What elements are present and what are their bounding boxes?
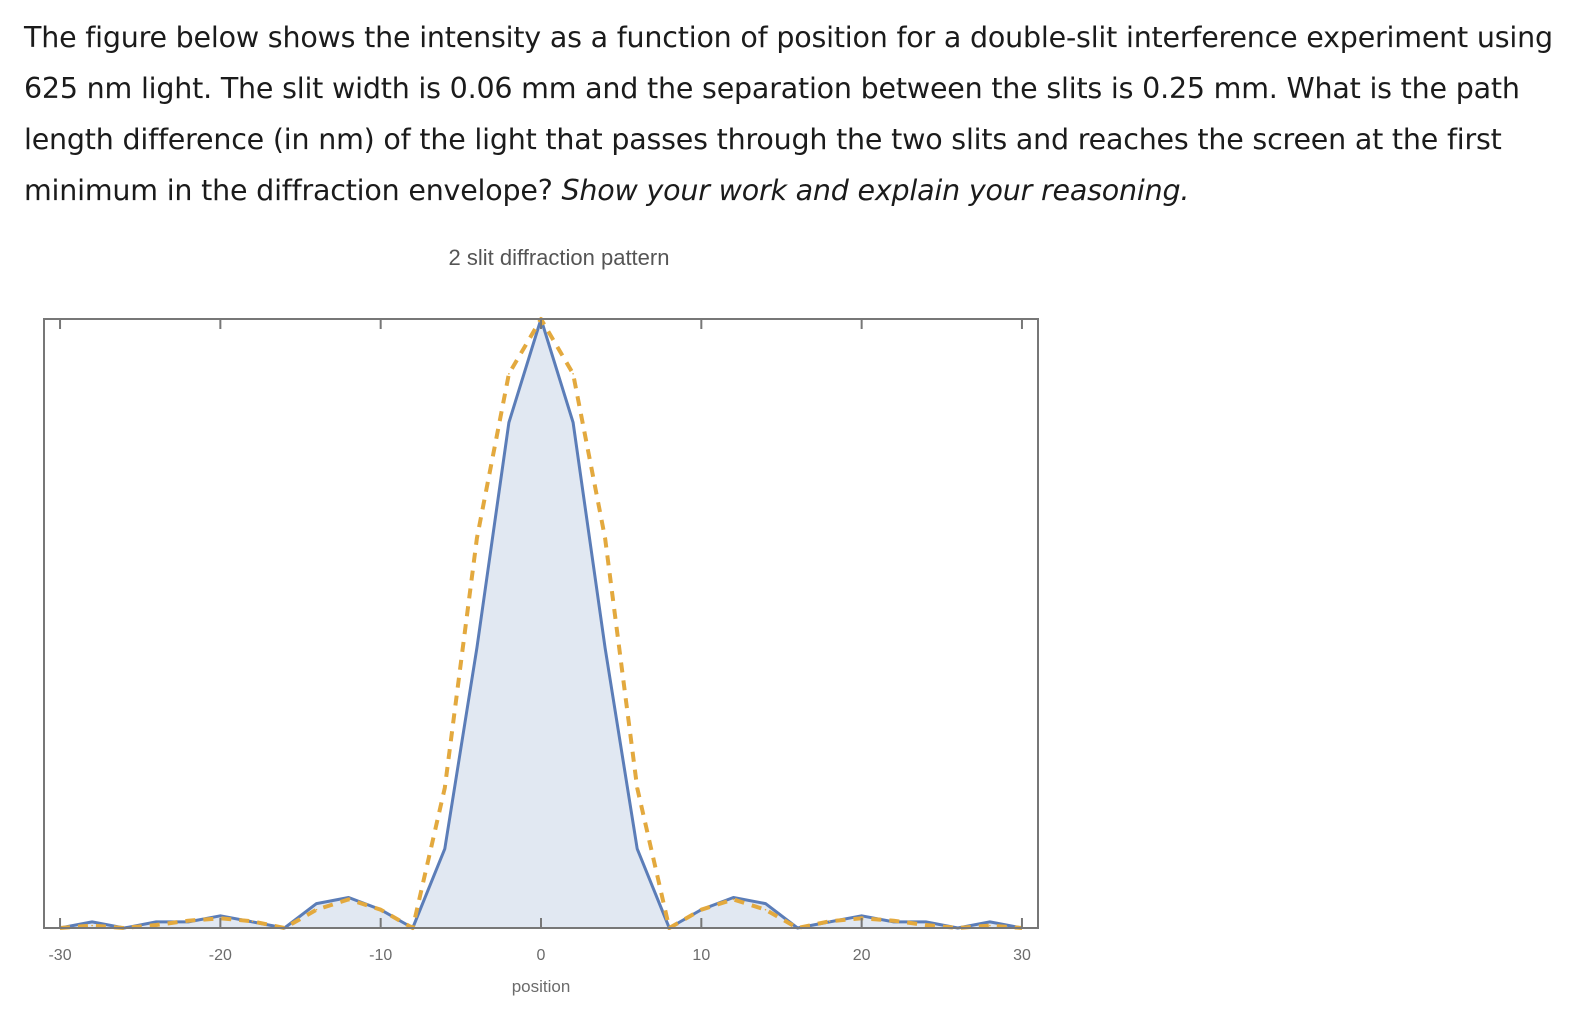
envelope-point [604,537,606,539]
envelope-point [347,898,350,901]
envelope-point [187,919,190,922]
intensity-point [604,647,606,649]
intensity-point [860,915,863,917]
envelope-point [444,787,446,789]
envelope-point [892,919,895,922]
x-tick-label: 10 [692,947,710,964]
intensity-point [764,902,767,905]
envelope-point [764,908,767,911]
intensity-point [315,902,318,905]
envelope-point [828,920,831,923]
envelope-point [315,908,318,911]
envelope-point [379,908,382,911]
x-tick-label: 30 [1013,947,1031,964]
plot-area [59,317,1023,930]
envelope-point [925,924,927,926]
envelope-point [476,537,478,539]
intensity-point [508,421,510,424]
question-instruction: Show your work and explain your reasonin… [561,174,1190,207]
intensity-point [732,896,735,899]
intensity-point [444,848,446,850]
envelope-point [508,373,510,375]
intensity-fill [60,319,1022,928]
question-body: The figure below shows the intensity as … [24,21,1553,207]
intensity-point [925,921,927,923]
x-axis-label: position [512,977,571,996]
intensity-point [636,848,638,850]
intensity-point [91,921,93,923]
envelope-point [636,787,638,789]
intensity-point [989,921,991,923]
intensity-point [476,647,478,649]
envelope-point [251,920,254,923]
x-tick-label: 20 [853,947,871,964]
envelope-point [91,924,93,927]
envelope-point [155,924,157,926]
x-axis: -30 -20 -10 0 10 20 30 [48,319,1031,964]
intensity-point [155,921,157,923]
x-tick-label: 0 [537,947,546,964]
envelope-point [732,898,735,901]
intensity-point [572,421,574,424]
x-tick-label: -10 [369,947,392,964]
chart-title: 2 slit diffraction pattern [449,245,670,270]
question-text: The figure below shows the intensity as … [24,12,1564,216]
envelope-point [700,908,703,911]
intensity-point [219,915,222,917]
envelope-point [989,924,991,927]
x-tick-label: -20 [209,947,232,964]
diffraction-chart: 2 slit diffraction pattern -30 -20 -10 0 10 2… [43,245,1039,996]
envelope-point [572,373,574,375]
x-tick-label: -30 [48,947,71,964]
